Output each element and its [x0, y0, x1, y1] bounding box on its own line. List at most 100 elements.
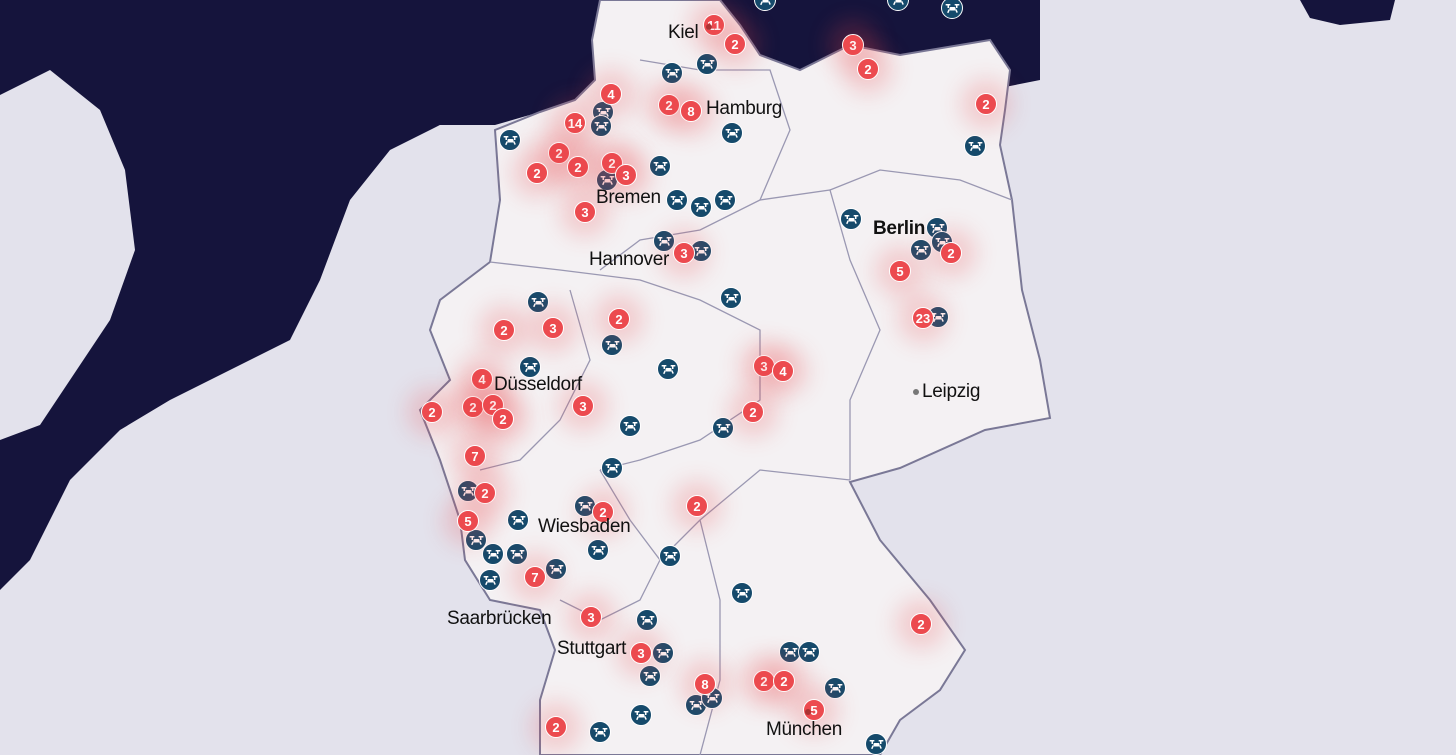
incident-count-marker[interactable]: 2 — [742, 401, 764, 423]
drone-icon — [670, 195, 684, 205]
incident-count-marker[interactable]: 2 — [724, 33, 746, 55]
city-dot-leipzig — [913, 389, 919, 395]
incident-count-marker[interactable]: 8 — [680, 100, 702, 122]
drone-sighting-marker[interactable] — [653, 230, 675, 252]
incident-count-marker[interactable]: 4 — [471, 368, 493, 390]
drone-sighting-marker[interactable] — [964, 135, 986, 157]
incident-count-marker[interactable]: 2 — [592, 501, 614, 523]
incident-count-marker[interactable]: 4 — [772, 360, 794, 382]
incident-count-marker[interactable]: 11 — [703, 14, 725, 36]
drone-icon — [718, 195, 732, 205]
drone-sighting-marker[interactable] — [507, 509, 529, 531]
drone-sighting-marker[interactable] — [712, 417, 734, 439]
drone-sighting-marker[interactable] — [690, 196, 712, 218]
incident-count-marker[interactable]: 2 — [910, 613, 932, 635]
drone-icon — [640, 615, 654, 625]
incident-count-marker[interactable]: 23 — [912, 307, 934, 329]
drone-sighting-marker[interactable] — [865, 733, 887, 755]
incident-count-marker[interactable]: 5 — [803, 699, 825, 721]
incident-count-marker[interactable]: 3 — [574, 201, 596, 223]
drone-sighting-marker[interactable] — [666, 189, 688, 211]
drone-sighting-marker[interactable] — [824, 677, 846, 699]
drone-sighting-marker[interactable] — [465, 529, 487, 551]
drone-sighting-marker[interactable] — [457, 480, 479, 502]
incident-count-marker[interactable]: 3 — [542, 317, 564, 339]
incident-count-marker[interactable]: 2 — [421, 401, 443, 423]
drone-sighting-marker[interactable] — [941, 0, 963, 19]
drone-sighting-marker[interactable] — [659, 545, 681, 567]
drone-sighting-marker[interactable] — [519, 356, 541, 378]
incident-count-marker[interactable]: 2 — [492, 408, 514, 430]
drone-sighting-marker[interactable] — [630, 704, 652, 726]
incident-count-marker[interactable]: 5 — [889, 260, 911, 282]
incident-count-marker[interactable]: 3 — [580, 606, 602, 628]
drone-sighting-marker[interactable] — [589, 721, 611, 743]
incident-count-marker[interactable]: 3 — [615, 164, 637, 186]
drone-sighting-marker[interactable] — [696, 53, 718, 75]
incident-count-marker[interactable]: 7 — [464, 445, 486, 467]
incident-count-marker[interactable]: 14 — [564, 112, 586, 134]
incident-count-marker[interactable]: 2 — [548, 142, 570, 164]
city-label-leipzig: Leipzig — [922, 381, 981, 402]
drone-sighting-marker[interactable] — [601, 334, 623, 356]
incident-count-marker[interactable]: 5 — [457, 510, 479, 532]
incident-count-marker[interactable]: 4 — [600, 83, 622, 105]
incident-count-marker[interactable]: 2 — [753, 670, 775, 692]
drone-sighting-marker[interactable] — [657, 358, 679, 380]
incident-count-marker[interactable]: 2 — [567, 156, 589, 178]
incident-count-marker[interactable]: 3 — [673, 242, 695, 264]
drone-sighting-marker[interactable] — [590, 115, 612, 137]
incident-count-marker[interactable]: 2 — [545, 716, 567, 738]
drone-icon — [486, 549, 500, 559]
drone-sighting-marker[interactable] — [506, 543, 528, 565]
dutch-land — [130, 125, 500, 520]
incident-count-marker[interactable]: 2 — [940, 242, 962, 264]
drone-icon — [605, 463, 619, 473]
drone-sighting-marker[interactable] — [527, 291, 549, 313]
drone-sighting-marker[interactable] — [636, 609, 658, 631]
drone-icon — [600, 175, 614, 185]
incident-count-marker[interactable]: 2 — [493, 319, 515, 341]
drone-sighting-marker[interactable] — [649, 155, 671, 177]
drone-sighting-marker[interactable] — [639, 665, 661, 687]
drone-sighting-marker[interactable] — [714, 189, 736, 211]
drone-sighting-marker[interactable] — [910, 239, 932, 261]
incident-count-marker[interactable]: 2 — [658, 94, 680, 116]
drone-sighting-marker[interactable] — [661, 62, 683, 84]
incident-count-marker[interactable]: 2 — [526, 162, 548, 184]
incident-count-marker[interactable]: 2 — [975, 93, 997, 115]
drone-sighting-marker[interactable] — [652, 642, 674, 664]
drone-sighting-marker[interactable] — [840, 208, 862, 230]
drone-sighting-marker[interactable] — [574, 495, 596, 517]
incident-count-marker[interactable]: 2 — [686, 495, 708, 517]
incident-count-marker[interactable]: 3 — [630, 642, 652, 664]
incident-count-marker[interactable]: 7 — [524, 566, 546, 588]
drone-sighting-marker[interactable] — [545, 558, 567, 580]
drone-icon — [725, 128, 739, 138]
drone-icon — [700, 59, 714, 69]
drone-sighting-marker[interactable] — [601, 457, 623, 479]
drone-icon — [578, 501, 592, 511]
drone-sighting-marker[interactable] — [499, 129, 521, 151]
drone-sighting-marker[interactable] — [482, 543, 504, 565]
drone-icon — [593, 727, 607, 737]
drone-sighting-marker[interactable] — [479, 569, 501, 591]
incident-count-marker[interactable]: 3 — [753, 355, 775, 377]
drone-sighting-marker[interactable] — [779, 641, 801, 663]
incident-count-marker[interactable]: 2 — [773, 670, 795, 692]
incident-count-marker[interactable]: 2 — [608, 308, 630, 330]
state-borders — [479, 59, 1013, 755]
drone-sighting-marker[interactable] — [798, 641, 820, 663]
incident-count-marker[interactable]: 8 — [694, 673, 716, 695]
drone-sighting-marker[interactable] — [720, 287, 742, 309]
incident-count-marker[interactable]: 3 — [572, 395, 594, 417]
incident-count-marker[interactable]: 2 — [857, 58, 879, 80]
drone-sighting-marker[interactable] — [721, 122, 743, 144]
drone-sighting-marker[interactable] — [587, 539, 609, 561]
incident-count-marker[interactable]: 2 — [474, 482, 496, 504]
incident-count-marker[interactable]: 3 — [842, 34, 864, 56]
drone-sighting-marker[interactable] — [619, 415, 641, 437]
incident-count-marker[interactable]: 2 — [462, 396, 484, 418]
drone-sighting-marker[interactable] — [731, 582, 753, 604]
